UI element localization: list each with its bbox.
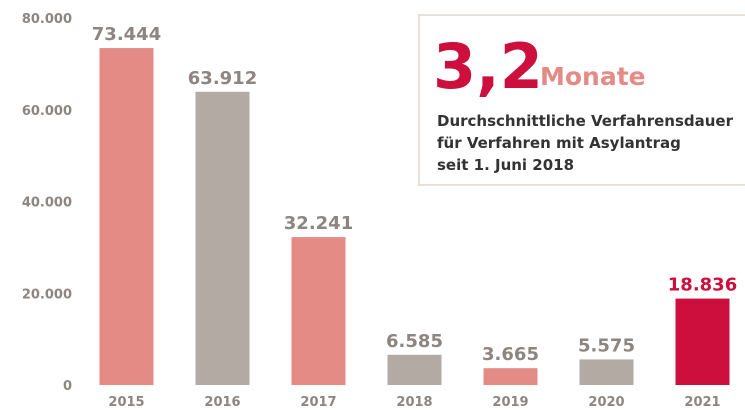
annotation-unit: Monate	[540, 62, 646, 91]
bar	[387, 354, 442, 385]
y-tick-label: 0	[63, 379, 72, 394]
x-tick-label: 2021	[684, 395, 720, 410]
value-label: 6.585	[386, 331, 443, 352]
bar	[579, 359, 634, 385]
x-tick-label: 2019	[492, 395, 528, 410]
y-tick-label: 60.000	[22, 104, 72, 119]
x-tick-label: 2018	[396, 395, 432, 410]
annotation-box	[418, 14, 745, 186]
value-label: 73.444	[92, 24, 161, 45]
value-label: 5.575	[578, 335, 635, 356]
x-tick-label: 2015	[108, 395, 144, 410]
value-label: 3.665	[482, 344, 539, 365]
value-label: 32.241	[284, 213, 353, 234]
bar	[195, 91, 250, 385]
bar	[675, 298, 730, 385]
bar	[483, 368, 538, 385]
value-label: 18.836	[668, 275, 737, 296]
annotation-line: Durchschnittliche Verfahrensdauer	[437, 112, 734, 130]
y-tick-label: 40.000	[22, 196, 72, 211]
x-tick-label: 2020	[588, 395, 624, 410]
annotation-line: seit 1. Juni 2018	[437, 156, 574, 174]
annotation-figure: 3,2	[433, 30, 543, 103]
value-label: 63.912	[188, 68, 257, 89]
annotation-line: für Verfahren mit Asylantrag	[437, 134, 681, 152]
bar	[99, 48, 154, 385]
y-tick-label: 20.000	[22, 287, 72, 302]
bar	[291, 237, 346, 385]
x-tick-label: 2016	[204, 395, 240, 410]
x-tick-label: 2017	[300, 395, 336, 410]
y-tick-label: 80.000	[22, 12, 72, 27]
